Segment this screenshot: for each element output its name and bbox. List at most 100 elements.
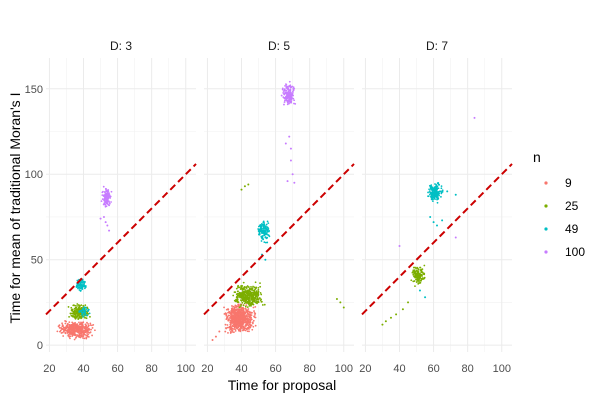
data-point (262, 227, 265, 230)
data-point (237, 308, 240, 311)
data-point (253, 315, 255, 318)
data-point (74, 310, 77, 312)
data-point (427, 191, 429, 194)
data-point (86, 332, 88, 334)
data-point (85, 329, 88, 332)
data-point (267, 230, 270, 233)
data-point (82, 280, 85, 283)
data-point (249, 319, 252, 322)
data-point (243, 312, 246, 315)
data-point (253, 289, 256, 292)
data-point (235, 305, 238, 307)
data-point (431, 197, 434, 200)
data-point (250, 301, 253, 304)
data-point (259, 282, 261, 285)
data-point (246, 319, 249, 321)
data-point (84, 312, 87, 314)
data-point (89, 315, 91, 318)
data-point (76, 324, 79, 327)
data-point (86, 335, 89, 338)
data-point (416, 266, 419, 269)
data-point (414, 285, 416, 288)
data-point (236, 293, 239, 295)
data-point (76, 279, 79, 282)
x-tick-label: 60 (427, 363, 439, 375)
data-point (77, 325, 80, 327)
data-point (412, 269, 415, 272)
data-point (77, 287, 79, 290)
data-point (241, 297, 244, 300)
data-point (446, 190, 449, 193)
data-point (238, 310, 241, 313)
data-point (254, 305, 257, 308)
series-49 (418, 182, 457, 299)
data-point (257, 288, 260, 291)
data-point (247, 303, 250, 305)
data-point (250, 318, 252, 321)
data-point (243, 286, 246, 289)
x-axis-title: Time for proposal (228, 377, 336, 393)
data-point (103, 197, 106, 200)
data-point (218, 330, 221, 333)
data-point (70, 314, 73, 317)
data-point (249, 293, 251, 295)
data-point (244, 321, 247, 324)
data-point (83, 337, 86, 340)
data-point (75, 309, 78, 311)
data-point (435, 188, 438, 190)
data-point (261, 304, 264, 306)
data-point (260, 232, 263, 234)
data-point (84, 323, 87, 326)
data-point (398, 245, 401, 248)
data-point (287, 101, 289, 104)
data-point (254, 292, 257, 294)
series-100 (398, 116, 476, 248)
data-point (395, 313, 398, 316)
data-point (108, 229, 111, 232)
data-point (84, 285, 87, 287)
data-point (106, 224, 109, 227)
panel: D: 3 20 40 60 80 100 (43, 39, 197, 375)
data-point (72, 315, 75, 317)
data-point (83, 314, 86, 317)
data-point (289, 97, 292, 100)
data-point (234, 318, 237, 321)
data-point (83, 333, 86, 336)
data-point (78, 289, 81, 291)
data-point (437, 190, 440, 193)
data-point (431, 195, 433, 198)
data-point (223, 306, 225, 309)
data-point (432, 221, 435, 224)
data-point (104, 221, 107, 224)
data-point (420, 269, 423, 272)
data-point (248, 323, 251, 326)
data-point (105, 202, 108, 205)
x-tick-label: 40 (77, 363, 89, 375)
data-point (235, 325, 238, 328)
data-point (235, 323, 237, 326)
data-point (85, 317, 88, 320)
data-point (257, 225, 260, 228)
data-point (436, 197, 438, 199)
data-point (89, 324, 92, 326)
data-point (77, 307, 80, 309)
data-point (81, 313, 83, 316)
data-point (428, 188, 431, 191)
data-point (81, 287, 83, 290)
data-point (69, 337, 71, 340)
panel-label: D: 7 (426, 39, 448, 53)
data-point (231, 324, 234, 327)
data-point (245, 314, 247, 317)
data-point (232, 311, 235, 314)
data-point (233, 322, 236, 324)
data-point (246, 322, 249, 325)
data-point (66, 324, 69, 327)
series-100 (280, 80, 297, 184)
data-point (73, 328, 76, 331)
data-point (82, 321, 85, 324)
data-point (82, 308, 84, 310)
data-point (232, 294, 235, 297)
data-point (82, 335, 85, 338)
data-point (110, 201, 112, 203)
data-point (257, 228, 260, 231)
